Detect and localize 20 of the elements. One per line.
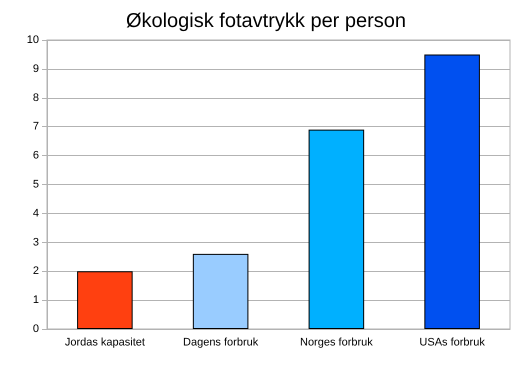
- y-tick-label: 9: [32, 62, 39, 75]
- chart-title: Økologisk fotavtrykk per person: [126, 10, 406, 32]
- y-tick-label: 7: [32, 120, 39, 133]
- bar: [308, 130, 364, 329]
- x-tick-label: USAs forbruk: [419, 336, 486, 348]
- y-tick-label: 2: [32, 265, 39, 278]
- bar: [192, 254, 248, 329]
- y-tick-label: 8: [32, 92, 39, 104]
- bar: [424, 54, 480, 329]
- y-tick-label: 1: [32, 294, 39, 306]
- x-tick-label: Norges forbruk: [300, 336, 374, 348]
- y-tick-label: 5: [32, 178, 39, 190]
- bar: [77, 271, 133, 329]
- x-tick-label: Jordas kapasitet: [64, 336, 145, 348]
- y-tick-label: 6: [32, 150, 39, 162]
- y-tick-label: 3: [32, 236, 39, 248]
- y-tick-label: 10: [26, 34, 39, 46]
- y-tick-label: 0: [32, 323, 39, 335]
- x-tick-label: Dagens forbruk: [183, 336, 259, 348]
- y-tick-label: 4: [32, 207, 39, 220]
